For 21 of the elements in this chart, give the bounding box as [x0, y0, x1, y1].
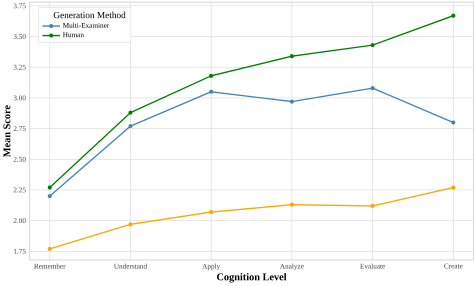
point [209, 74, 214, 78]
point [209, 210, 214, 214]
point [370, 43, 375, 48]
point [451, 120, 456, 125]
x-axis-title: Cognition Level [216, 273, 286, 283]
point [128, 124, 132, 128]
point [290, 100, 294, 104]
point [209, 90, 214, 94]
point [48, 246, 52, 251]
point [451, 14, 456, 18]
point [370, 86, 375, 90]
point [128, 222, 132, 226]
point [48, 194, 52, 198]
point [48, 186, 52, 190]
point [451, 186, 456, 190]
point [290, 202, 294, 207]
point [290, 54, 294, 58]
legend-title: Generation Method [54, 12, 126, 18]
y-axis-title: Mean Score [3, 105, 10, 157]
point [128, 110, 132, 115]
point [370, 204, 375, 208]
